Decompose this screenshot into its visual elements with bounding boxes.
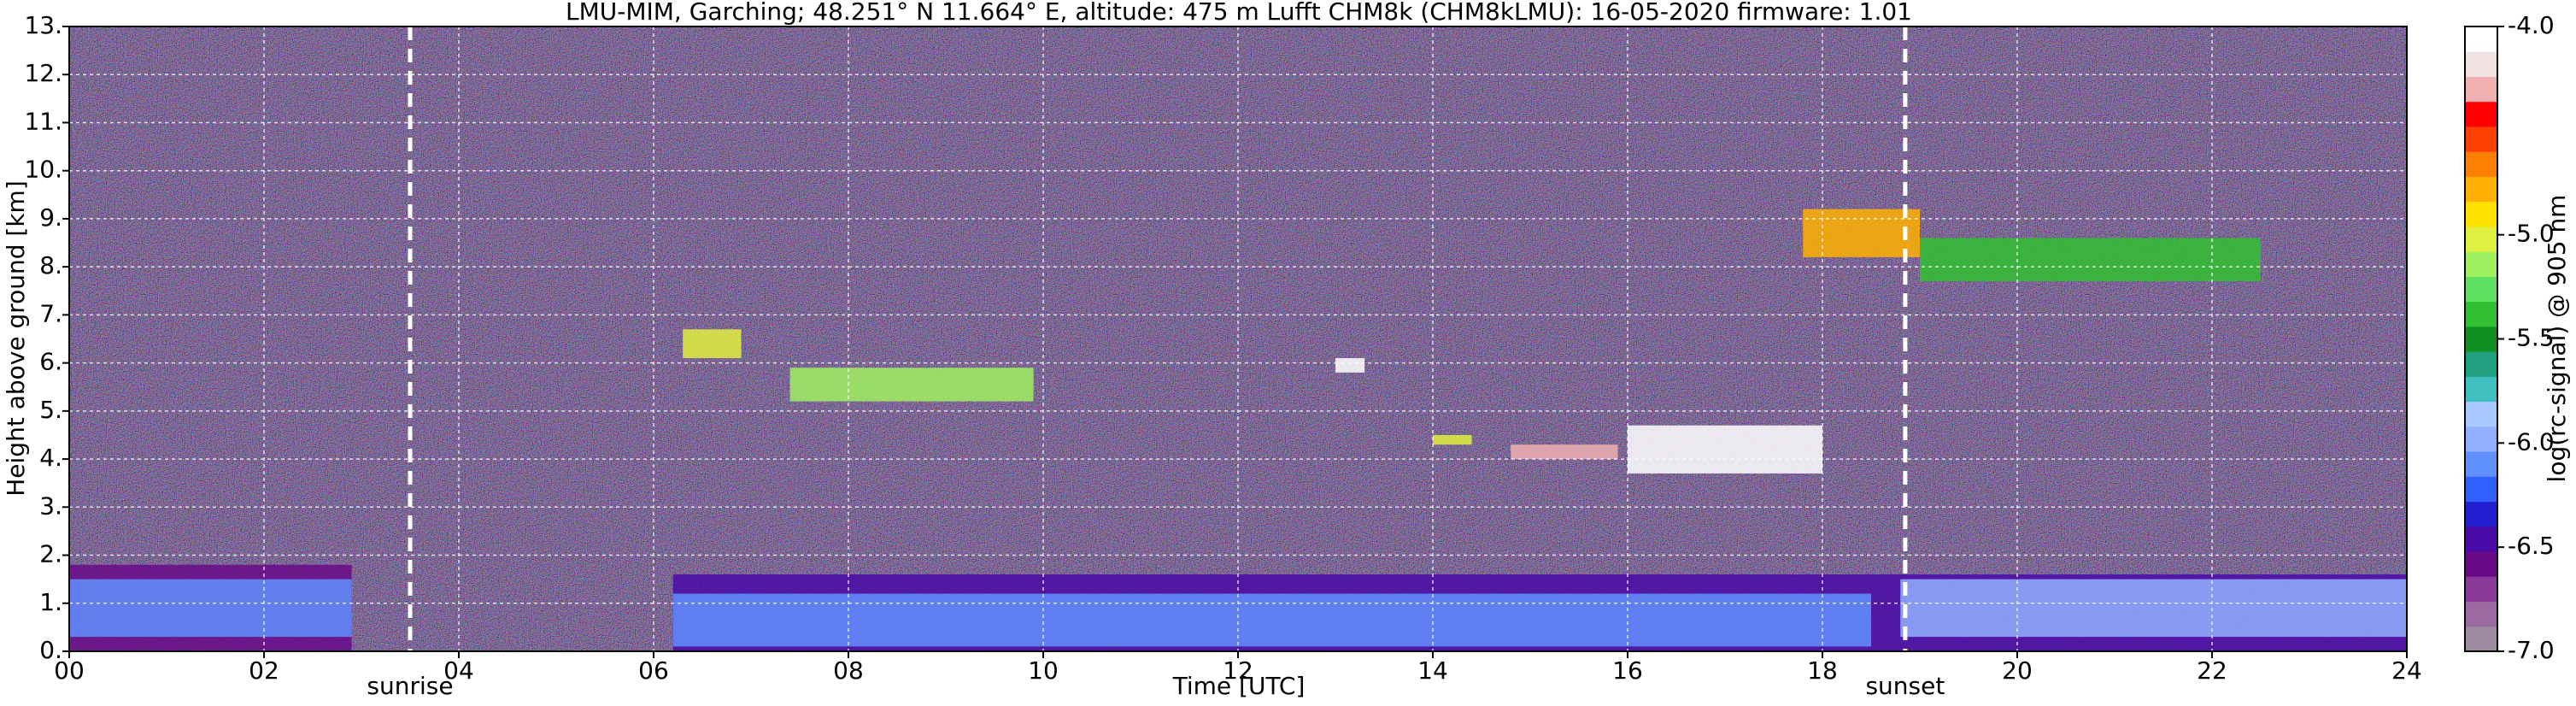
- signal-region: [1511, 444, 1618, 460]
- y-tick-label: 13.: [24, 11, 62, 39]
- colorbar-swatch: [2465, 526, 2497, 552]
- x-tick-label: 14: [1417, 656, 1448, 685]
- y-tick-label: 0.: [39, 636, 62, 664]
- colorbar-label: log(rc-signal) @ 905 nm: [2543, 195, 2571, 483]
- signal-region: [1900, 579, 2407, 638]
- y-tick-label: 6.: [39, 348, 62, 376]
- chart-title: LMU-MIM, Garching; 48.251° N 11.664° E, …: [566, 0, 1912, 26]
- signal-region: [672, 593, 1871, 647]
- colorbar-tick-label: -4.0: [2508, 11, 2555, 39]
- y-tick-label: 10.: [24, 156, 62, 184]
- colorbar-tick-label: -5.5: [2508, 324, 2555, 352]
- colorbar-swatch: [2465, 51, 2497, 77]
- colorbar-swatch: [2465, 476, 2497, 503]
- x-tick-label: 12: [1223, 656, 1253, 685]
- signal-region: [1433, 434, 1472, 445]
- x-tick-label: 06: [638, 656, 669, 685]
- y-tick-label: 2.: [39, 540, 62, 568]
- colorbar-swatch: [2465, 576, 2497, 603]
- colorbar-swatch: [2465, 126, 2497, 152]
- x-tick-label: 18: [1807, 656, 1838, 685]
- signal-region: [683, 329, 742, 358]
- signal-region: [1628, 425, 1822, 474]
- colorbar-swatch: [2465, 251, 2497, 277]
- x-tick-label: 02: [249, 656, 279, 685]
- colorbar-swatch: [2465, 151, 2497, 177]
- colorbar-swatch: [2465, 451, 2497, 477]
- x-tick-label: 20: [2002, 656, 2033, 685]
- colorbar-swatch: [2465, 226, 2497, 252]
- y-tick-label: 5.: [39, 396, 62, 424]
- y-tick-label: 11.: [24, 107, 62, 135]
- signal-region: [69, 579, 352, 638]
- event-label: sunset: [1865, 672, 1945, 700]
- colorbar-swatch: [2465, 626, 2497, 652]
- colorbar-swatch: [2465, 551, 2497, 577]
- x-tick-label: 24: [2391, 656, 2422, 685]
- colorbar-tick-label: -6.5: [2508, 532, 2555, 560]
- colorbar-swatch: [2465, 301, 2497, 327]
- x-tick-label: 16: [1612, 656, 1643, 685]
- colorbar-tick-label: -7.0: [2508, 636, 2555, 664]
- y-tick-label: 7.: [39, 299, 62, 327]
- colorbar-swatch: [2465, 26, 2497, 52]
- colorbar-swatch: [2465, 201, 2497, 227]
- y-axis-label: Height above ground [km]: [2, 180, 30, 497]
- signal-region: [789, 368, 1034, 402]
- y-tick-label: 4.: [39, 444, 62, 472]
- colorbar-tick-label: -6.0: [2508, 427, 2555, 456]
- event-label: sunrise: [367, 672, 453, 700]
- colorbar-swatch: [2465, 601, 2497, 627]
- plot-noise: [69, 26, 2407, 651]
- x-tick-label: 08: [833, 656, 864, 685]
- colorbar-swatch: [2465, 351, 2497, 377]
- colorbar-swatch: [2465, 501, 2497, 527]
- signal-region: [1335, 357, 1365, 373]
- colorbar-swatch: [2465, 376, 2497, 403]
- colorbar-swatch: [2465, 401, 2497, 427]
- colorbar-tick-label: -5.0: [2508, 220, 2555, 248]
- signal-region: [1920, 238, 2261, 282]
- x-tick-label: 00: [54, 656, 85, 685]
- y-tick-label: 1.: [39, 588, 62, 616]
- y-tick-label: 3.: [39, 491, 62, 520]
- x-tick-label: 10: [1028, 656, 1059, 685]
- colorbar-swatch: [2465, 101, 2497, 127]
- x-axis-label: Time [UTC]: [1172, 672, 1306, 700]
- y-tick-label: 8.: [39, 251, 62, 279]
- x-tick-label: 22: [2197, 656, 2227, 685]
- y-tick-label: 9.: [39, 203, 62, 232]
- colorbar-swatch: [2465, 176, 2497, 203]
- plot-frame: [68, 26, 2408, 652]
- signal-region: [1803, 209, 1920, 257]
- colorbar-swatch: [2465, 426, 2497, 452]
- x-tick-label: 04: [443, 656, 474, 685]
- colorbar-swatch: [2465, 326, 2497, 352]
- colorbar-swatch: [2465, 76, 2497, 103]
- colorbar-swatch: [2465, 276, 2497, 303]
- y-tick-label: 12.: [24, 59, 62, 87]
